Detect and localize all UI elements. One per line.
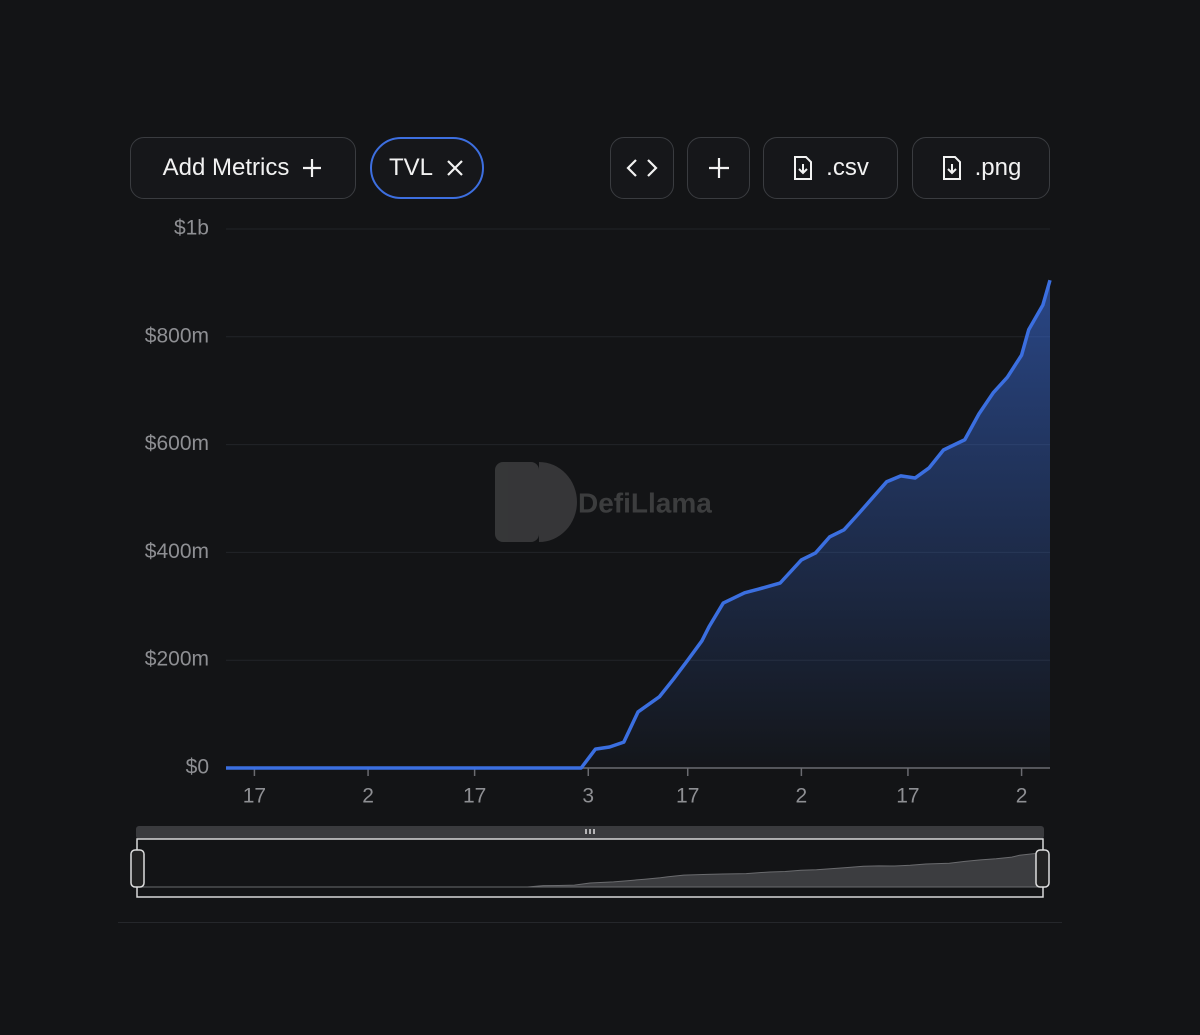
x-tick-label: 2 xyxy=(796,785,808,808)
add-button[interactable] xyxy=(687,137,750,199)
plot: $0 $200m $400m $600m $800m $1b 17 2 17 3 17 2 17 2 xyxy=(137,217,1052,888)
y-tick-label: $1b xyxy=(174,217,209,240)
x-tick-label: 17 xyxy=(463,785,486,808)
minimap-area xyxy=(137,851,1044,888)
line xyxy=(226,279,1052,770)
code-icon xyxy=(626,159,658,177)
metric-chip[interactable]: TVL xyxy=(370,137,484,199)
csv-button[interactable]: .csv xyxy=(763,137,898,199)
minimap-window xyxy=(136,838,1044,898)
watermark-logo xyxy=(495,462,539,542)
csv-label: .csv xyxy=(826,154,869,181)
add-metrics-label: Add Metrics xyxy=(162,154,290,181)
x-tick-label: 17 xyxy=(243,785,266,808)
file-download-icon xyxy=(942,156,961,180)
minimap-right-handle[interactable] xyxy=(1035,849,1050,888)
embed-button[interactable] xyxy=(610,137,674,199)
y-tick-label: $400m xyxy=(145,540,209,563)
close-icon xyxy=(447,160,463,176)
add-metrics-button[interactable]: Add Metrics xyxy=(130,137,356,199)
minimap-grip xyxy=(585,829,595,834)
minimap xyxy=(130,826,1050,898)
x-tick-label: 2 xyxy=(1016,785,1028,808)
x-tick-label: 17 xyxy=(896,785,919,808)
metric-label: TVL xyxy=(388,154,433,181)
x-tick-label: 17 xyxy=(676,785,699,808)
watermark-logo xyxy=(539,462,577,542)
y-tick-label: $0 xyxy=(186,756,209,779)
area xyxy=(226,280,1050,768)
file-download-icon xyxy=(794,156,813,180)
x-tick-label: 3 xyxy=(582,785,594,808)
x-tick-label: 2 xyxy=(362,785,374,808)
minimap-left-handle[interactable] xyxy=(130,849,145,888)
plus-icon xyxy=(708,158,729,178)
watermark: DefiLlama xyxy=(495,462,712,542)
minimap-handle-bar xyxy=(136,826,1044,839)
y-tick-label: $600m xyxy=(145,432,209,455)
png-label: .png xyxy=(974,154,1022,181)
card-border xyxy=(118,922,1062,923)
y-tick-label: $800m xyxy=(145,324,209,347)
watermark-text: DefiLlama xyxy=(578,487,712,518)
png-button[interactable]: .png xyxy=(912,137,1050,199)
plus-icon xyxy=(303,159,322,177)
y-tick-label: $200m xyxy=(145,648,209,671)
